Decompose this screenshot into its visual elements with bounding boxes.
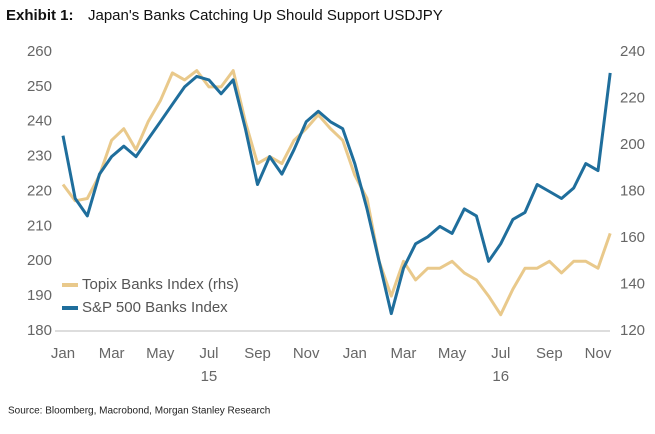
y2-tick-label: 140 — [620, 275, 645, 292]
x-tick-label: Mar — [99, 345, 125, 362]
x-tick-label: Jan — [343, 345, 367, 362]
source-note: Source: Bloomberg, Macrobond, Morgan Sta… — [8, 406, 270, 417]
y2-tick-label: 200 — [620, 136, 645, 153]
y-tick-label: 250 — [27, 78, 52, 95]
x-tick-label: Nov — [585, 345, 612, 362]
y2-tick-label: 220 — [620, 89, 645, 106]
series-line — [61, 72, 612, 316]
legend-label: S&P 500 Banks Index — [82, 299, 228, 316]
chart-title: Japan's Banks Catching Up Should Support… — [88, 7, 443, 24]
y2-tick-label: 180 — [620, 182, 645, 199]
x-tick-label: May — [146, 345, 175, 362]
x-tick-label: Nov — [293, 345, 320, 362]
x-tick-label: Jan — [51, 345, 75, 362]
y-tick-label: 240 — [27, 113, 52, 130]
legend-label: Topix Banks Index (rhs) — [82, 276, 239, 293]
series-line — [61, 69, 612, 317]
exhibit-label: Exhibit 1: — [6, 7, 74, 24]
y2-tick-label: 120 — [620, 322, 645, 339]
y-tick-label: 180 — [27, 322, 52, 339]
x-tick-label: Sep — [536, 345, 563, 362]
x-tick-label: Jul — [199, 345, 218, 362]
y2-tick-label: 160 — [620, 229, 645, 246]
y-tick-label: 200 — [27, 252, 52, 269]
x-tick-label: May — [438, 345, 467, 362]
x-tick-label: Jul — [491, 345, 510, 362]
x-tick-label: Sep — [244, 345, 271, 362]
y-tick-label: 190 — [27, 287, 52, 304]
y-tick-label: 210 — [27, 217, 52, 234]
y-tick-label: 220 — [27, 182, 52, 199]
x-tick-label: Mar — [391, 345, 417, 362]
y2-tick-label: 240 — [620, 43, 645, 60]
x-year-label: 15 — [201, 368, 218, 385]
x-year-label: 16 — [492, 368, 509, 385]
y-tick-label: 260 — [27, 43, 52, 60]
y-tick-label: 230 — [27, 148, 52, 165]
